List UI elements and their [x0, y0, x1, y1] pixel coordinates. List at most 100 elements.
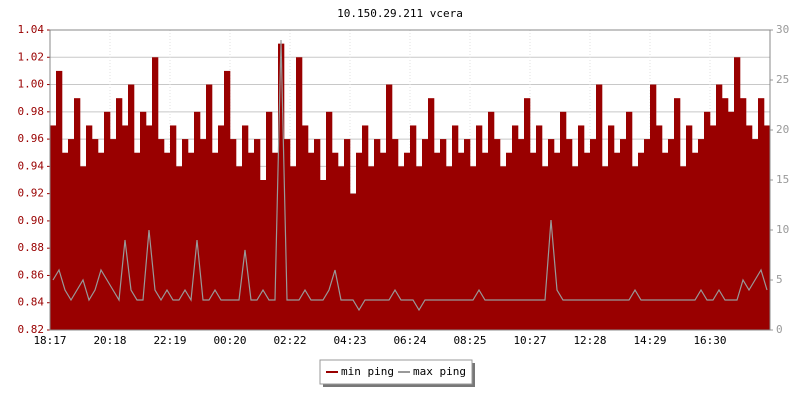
y-tick-label: 1.02	[18, 50, 45, 63]
area-bar	[152, 57, 159, 330]
area-bar	[416, 166, 423, 330]
area-bar	[392, 139, 399, 330]
x-tick-label: 16:30	[693, 334, 726, 347]
x-tick-label: 08:25	[453, 334, 486, 347]
area-bar	[668, 139, 675, 330]
area-bar	[602, 166, 609, 330]
area-bar	[638, 152, 645, 330]
area-bar	[74, 98, 81, 330]
area-bar	[470, 166, 477, 330]
area-bar	[380, 152, 387, 330]
area-bar	[236, 166, 243, 330]
area-bar	[266, 111, 273, 331]
x-tick-label: 06:24	[393, 334, 426, 347]
area-bar	[344, 139, 351, 330]
area-bar	[248, 152, 255, 330]
area-bar	[110, 139, 117, 330]
area-bar	[536, 125, 543, 330]
area-bar	[308, 152, 315, 330]
area-bar	[212, 152, 219, 330]
area-bar	[644, 139, 651, 330]
area-bar	[122, 125, 129, 330]
area-bar	[740, 98, 747, 330]
x-tick-label: 20:18	[93, 334, 126, 347]
x-tick-label: 22:19	[153, 334, 186, 347]
y-tick-label: 0.84	[18, 296, 45, 309]
area-bar	[176, 166, 183, 330]
area-bar	[230, 139, 237, 330]
area-bar	[764, 125, 771, 330]
area-bar	[548, 139, 555, 330]
area-bar	[404, 152, 411, 330]
area-bar	[86, 125, 93, 330]
area-bar	[218, 125, 225, 330]
area-bar	[662, 152, 669, 330]
area-bar	[482, 152, 489, 330]
area-bar	[446, 166, 453, 330]
area-bar	[128, 84, 135, 330]
area-bar	[338, 166, 345, 330]
area-bar	[242, 125, 249, 330]
area-bar	[626, 111, 633, 331]
area-bar	[386, 84, 393, 330]
y-tick-label: 0.92	[18, 187, 45, 200]
x-tick-label: 14:29	[633, 334, 666, 347]
x-tick-label: 10:27	[513, 334, 546, 347]
area-bar	[650, 84, 657, 330]
area-bar	[554, 152, 561, 330]
legend-label: max ping	[413, 365, 466, 378]
area-bar	[224, 70, 231, 330]
y-tick-label: 0.94	[18, 159, 45, 172]
area-bar	[590, 139, 597, 330]
line-series	[52, 39, 768, 312]
area-bar	[428, 98, 435, 330]
area-bar	[488, 111, 495, 331]
area-bar	[512, 125, 519, 330]
area-bar	[182, 139, 189, 330]
area-bar	[50, 125, 57, 330]
x-tick-label: 04:23	[333, 334, 366, 347]
area-bar	[518, 139, 525, 330]
y-tick-label: 1.04	[18, 23, 45, 36]
y-tick-label: 0.88	[18, 241, 45, 254]
legend-box	[319, 359, 473, 385]
x-tick-label: 18:17	[33, 334, 66, 347]
area-bar	[116, 98, 123, 330]
area-bar	[398, 166, 405, 330]
area-bar	[170, 125, 177, 330]
area-bar	[158, 139, 165, 330]
area-bar	[458, 152, 465, 330]
area-bar	[500, 166, 507, 330]
x-tick-label: 02:22	[273, 334, 306, 347]
area-bar	[290, 166, 297, 330]
y2-tick-label: 10	[776, 223, 789, 236]
y-tick-label: 0.90	[18, 214, 45, 227]
area-bar	[686, 125, 693, 330]
area-bar	[254, 139, 261, 330]
area-bar	[632, 166, 639, 330]
area-bar	[758, 98, 765, 330]
area-bar	[584, 152, 591, 330]
area-bar	[596, 84, 603, 330]
area-bar	[314, 139, 321, 330]
area-bar	[698, 139, 705, 330]
y2-tick-label: 30	[776, 23, 789, 36]
area-bar	[530, 152, 537, 330]
area-bar	[56, 70, 63, 330]
area-bar	[476, 125, 483, 330]
area-bar	[80, 166, 87, 330]
area-bar	[200, 139, 207, 330]
area-bar	[68, 139, 75, 330]
area-bar	[92, 139, 99, 330]
area-bar	[746, 125, 753, 330]
y2-tick-label: 0	[776, 323, 783, 336]
x-tick-label: 12:28	[573, 334, 606, 347]
area-bar	[422, 139, 429, 330]
area-bar	[374, 139, 381, 330]
y2-tick-label: 15	[776, 173, 789, 186]
area-bar	[362, 125, 369, 330]
area-bar	[140, 111, 147, 331]
area-bar	[356, 152, 363, 330]
chart-title: 10.150.29.211 vcera	[337, 7, 463, 20]
